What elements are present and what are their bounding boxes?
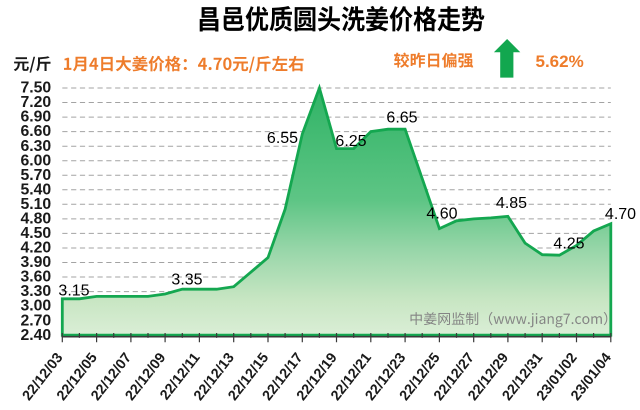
svg-text:4.70: 4.70 (605, 206, 636, 223)
svg-text:5.40: 5.40 (20, 181, 51, 198)
svg-text:2.40: 2.40 (20, 327, 51, 344)
svg-text:7.50: 7.50 (20, 80, 51, 97)
svg-text:2.70: 2.70 (20, 312, 51, 329)
svg-text:3.15: 3.15 (58, 283, 89, 300)
svg-text:4.25: 4.25 (553, 235, 584, 252)
svg-text:4.85: 4.85 (496, 195, 527, 212)
svg-text:3.30: 3.30 (20, 283, 51, 300)
svg-text:5.62%: 5.62% (536, 52, 584, 71)
svg-text:6.60: 6.60 (20, 123, 51, 140)
svg-text:4.80: 4.80 (20, 211, 51, 228)
svg-text:6.55: 6.55 (267, 130, 298, 147)
svg-text:6.65: 6.65 (386, 110, 417, 127)
svg-text:6.00: 6.00 (20, 152, 51, 169)
svg-text:5.70: 5.70 (20, 167, 51, 184)
svg-text:4.60: 4.60 (426, 206, 457, 223)
svg-text:7.20: 7.20 (20, 94, 51, 111)
svg-text:4.50: 4.50 (20, 225, 51, 242)
svg-text:6.25: 6.25 (335, 133, 366, 150)
svg-text:3.35: 3.35 (171, 272, 202, 289)
svg-text:6.30: 6.30 (20, 138, 51, 155)
svg-text:3.60: 3.60 (20, 269, 51, 286)
svg-text:3.00: 3.00 (20, 298, 51, 315)
svg-text:5.10: 5.10 (20, 196, 51, 213)
svg-text:4.20: 4.20 (20, 240, 51, 257)
svg-text:3.90: 3.90 (20, 254, 51, 271)
svg-text:6.90: 6.90 (20, 109, 51, 126)
